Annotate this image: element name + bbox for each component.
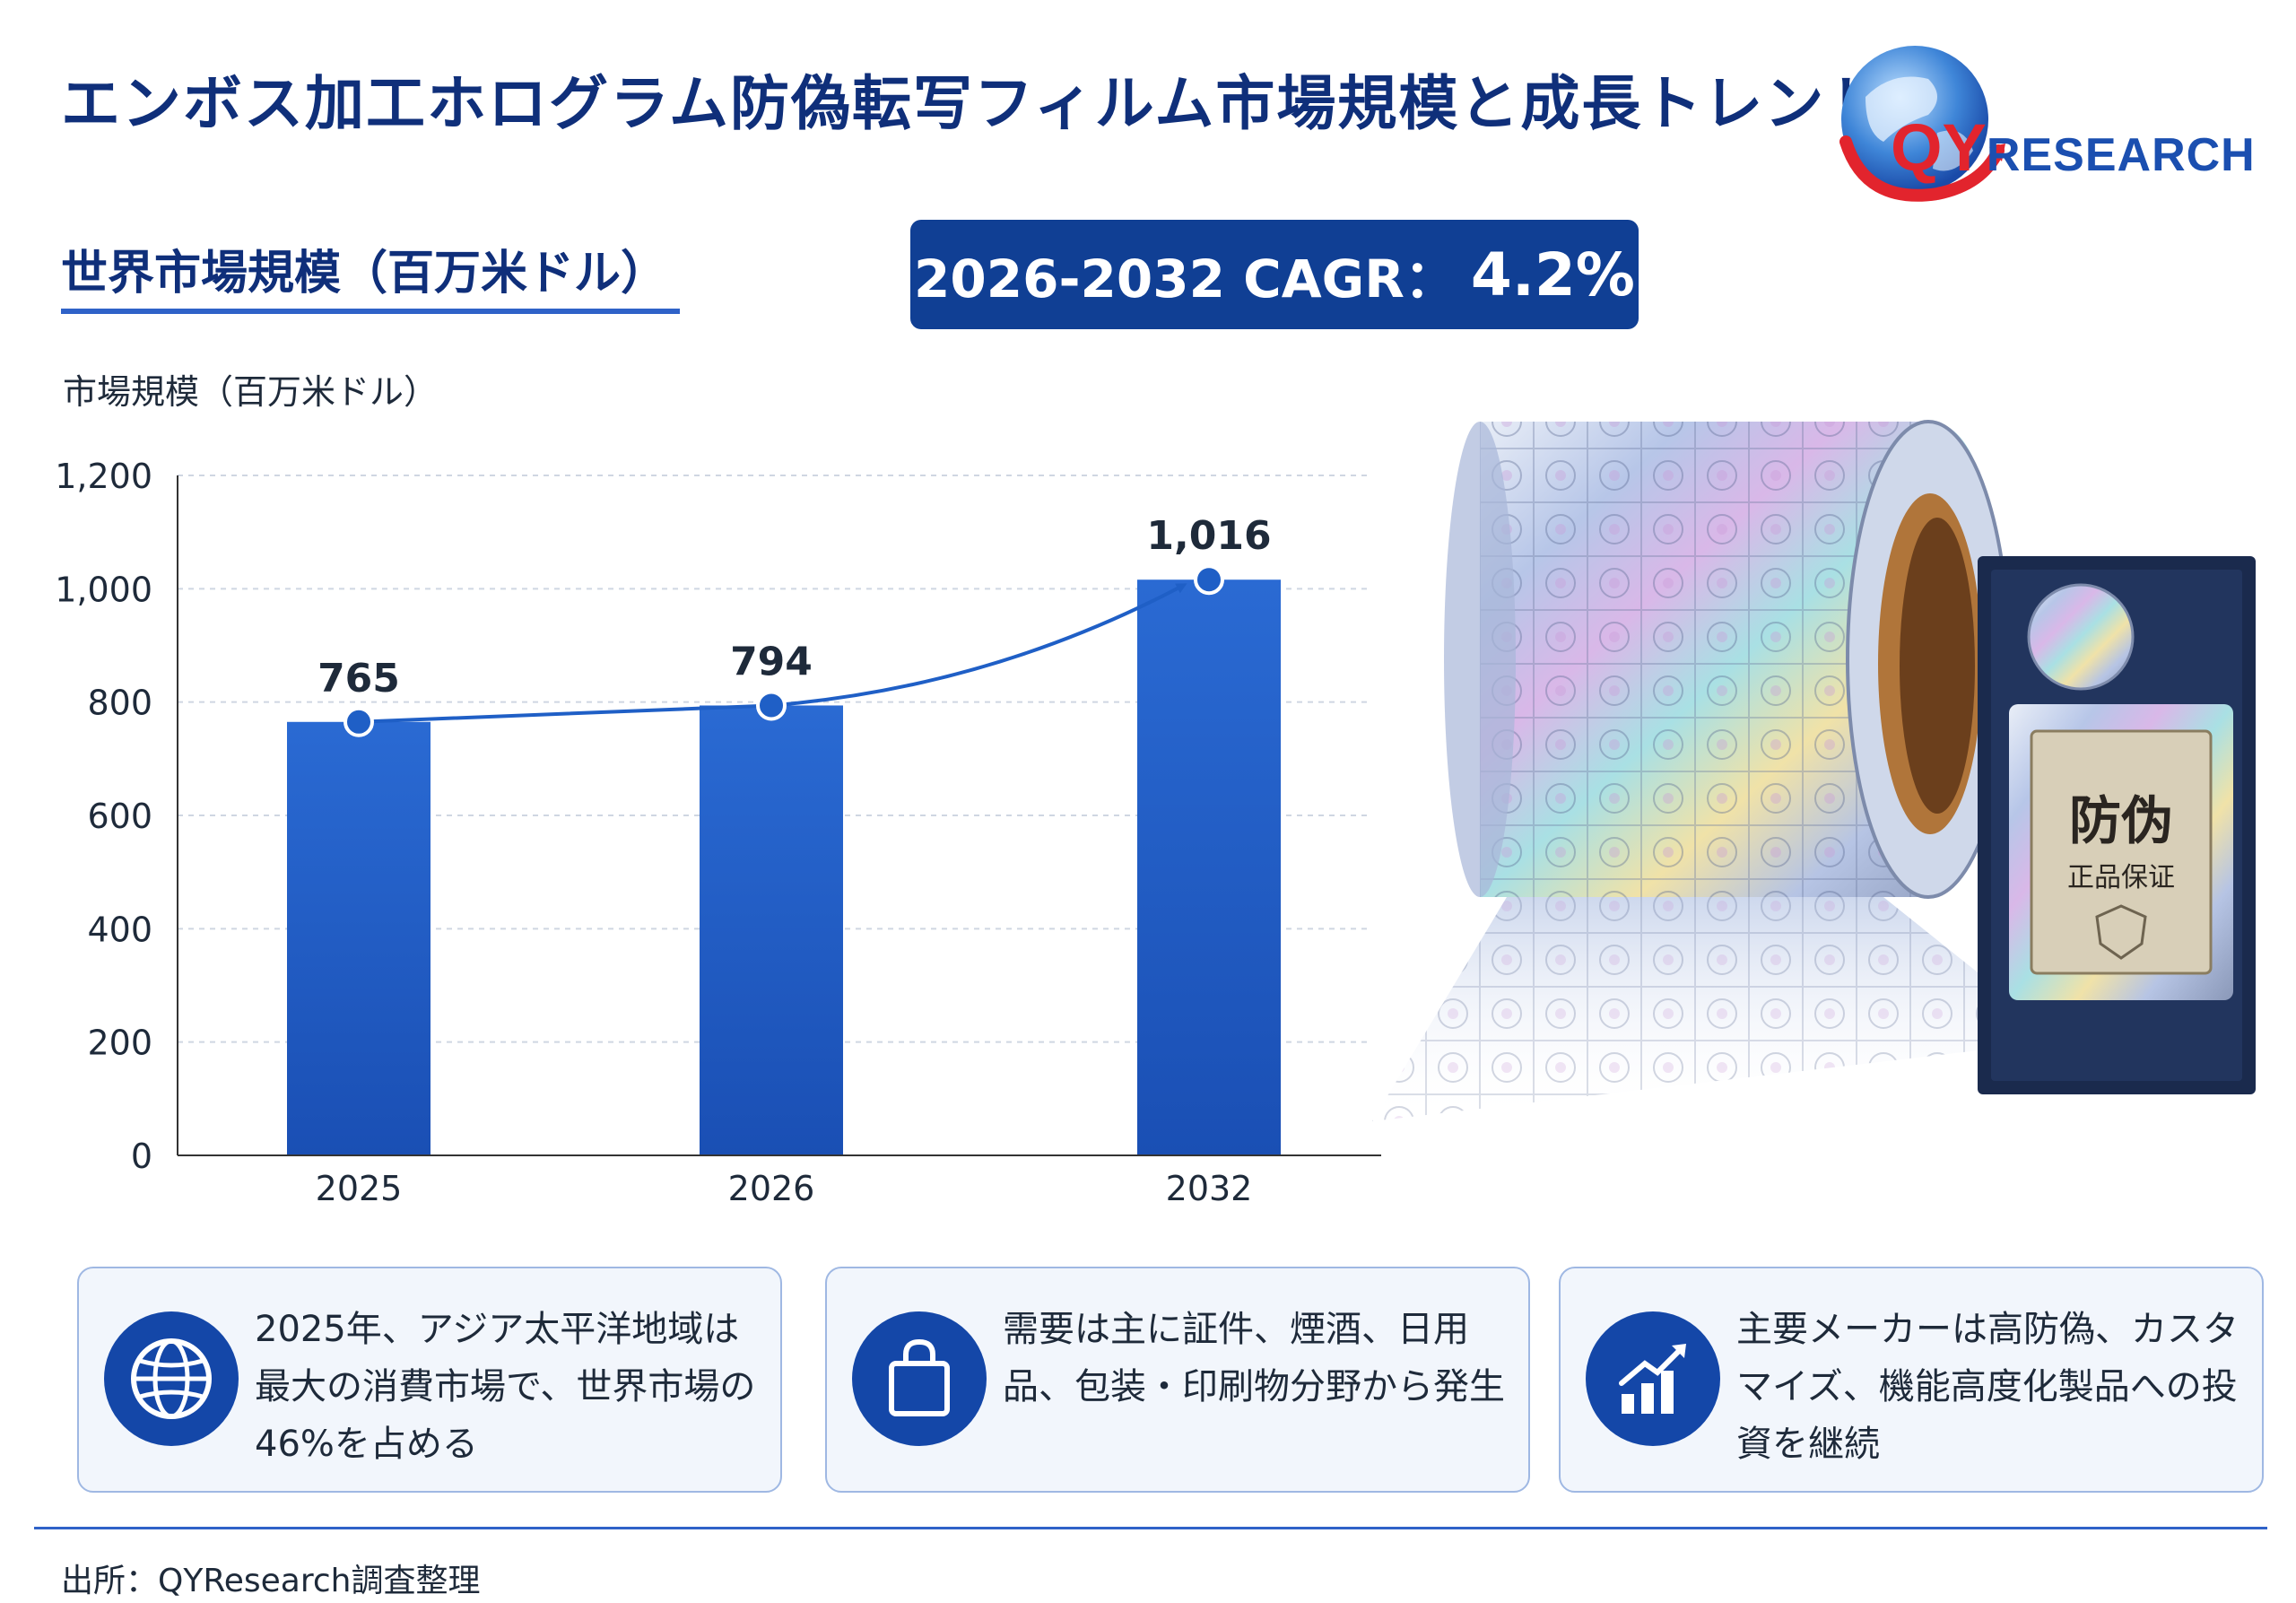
globe-logo-icon xyxy=(1839,46,2005,202)
cagr-badge: 2026-2032 CAGR： 4.2% xyxy=(910,220,1639,329)
logo-wordmark: QYRESEARCH xyxy=(1891,109,2256,186)
logo-qy: QY xyxy=(1891,110,1987,185)
y-tick-label: 1,200 xyxy=(55,457,152,496)
data-label-2032: 1,016 xyxy=(1146,513,1271,559)
y-tick-label: 200 xyxy=(87,1024,152,1063)
seal-sub-text: 正品保证 xyxy=(2067,862,2175,893)
cagr-label: 2026-2032 CAGR： xyxy=(914,248,1457,309)
seal-main-text: 防伪 xyxy=(2069,790,2173,851)
x-tick-label: 2025 xyxy=(316,1169,403,1208)
bar-2025 xyxy=(287,721,430,1155)
subtitle-underline xyxy=(61,309,680,314)
y-tick-label: 0 xyxy=(131,1137,152,1176)
data-label-2026: 794 xyxy=(730,639,813,684)
insight-text-demand: 需要は主に証件、煙酒、日用品、包装・印刷物分野から発生 xyxy=(1003,1309,1505,1407)
trend-point-2026 xyxy=(756,690,787,721)
y-axis-label: 市場規模（百万米ドル） xyxy=(63,372,438,412)
y-tick-label: 600 xyxy=(87,797,152,836)
insight-text-makers: 主要メーカーは高防偽、カスタマイズ、機能高度化製品への投資を継続 xyxy=(1736,1309,2239,1465)
bar-2032 xyxy=(1137,579,1281,1155)
data-label-2025: 765 xyxy=(317,656,400,701)
y-tick-label: 400 xyxy=(87,910,152,949)
insight-card-demand: 需要は主に証件、煙酒、日用品、包装・印刷物分野から発生 xyxy=(825,1267,1530,1493)
globe-icon xyxy=(104,1311,239,1446)
x-tick-label: 2026 xyxy=(728,1169,815,1208)
footer-divider xyxy=(34,1527,2267,1529)
insight-text-asia: 2025年、アジア太平洋地域は最大の消費市場で、世界市場の46%を占める xyxy=(255,1309,756,1465)
insight-card-asia: 2025年、アジア太平洋地域は最大の消費市場で、世界市場の46%を占める xyxy=(77,1267,782,1493)
page-title: エンボス加工ホログラム防偽転写フィルム市場規模と成長トレンド xyxy=(61,69,1887,138)
hologram-film-roll-image: 防伪 正品保证 xyxy=(1372,420,2256,1121)
y-tick-label: 800 xyxy=(87,684,152,723)
y-tick-label: 1,000 xyxy=(55,570,152,609)
source-note: 出所：QYResearch調査整理 xyxy=(61,1563,481,1599)
x-tick-label: 2032 xyxy=(1166,1169,1253,1208)
trend-point-2032 xyxy=(1194,564,1224,596)
section-subtitle: 世界市場規模（百万米ドル） xyxy=(61,247,668,301)
trend-line xyxy=(358,583,1187,724)
trend-point-2025 xyxy=(344,706,374,737)
logo-research: RESEARCH xyxy=(1986,129,2256,181)
cagr-value: 4.2% xyxy=(1470,240,1635,309)
bar-2026 xyxy=(700,705,843,1155)
qyresearch-logo: QYRESEARCH xyxy=(1830,34,2260,213)
growth-chart-icon xyxy=(1586,1311,1720,1446)
shopping-bag-icon xyxy=(852,1311,987,1446)
market-size-chart: 市場規模（百万米ドル） 0 200 400 600 800 1,000 1,200 2025… xyxy=(55,372,1381,1208)
insight-card-makers: 主要メーカーは高防偽、カスタマイズ、機能高度化製品への投資を継続 xyxy=(1559,1267,2264,1493)
